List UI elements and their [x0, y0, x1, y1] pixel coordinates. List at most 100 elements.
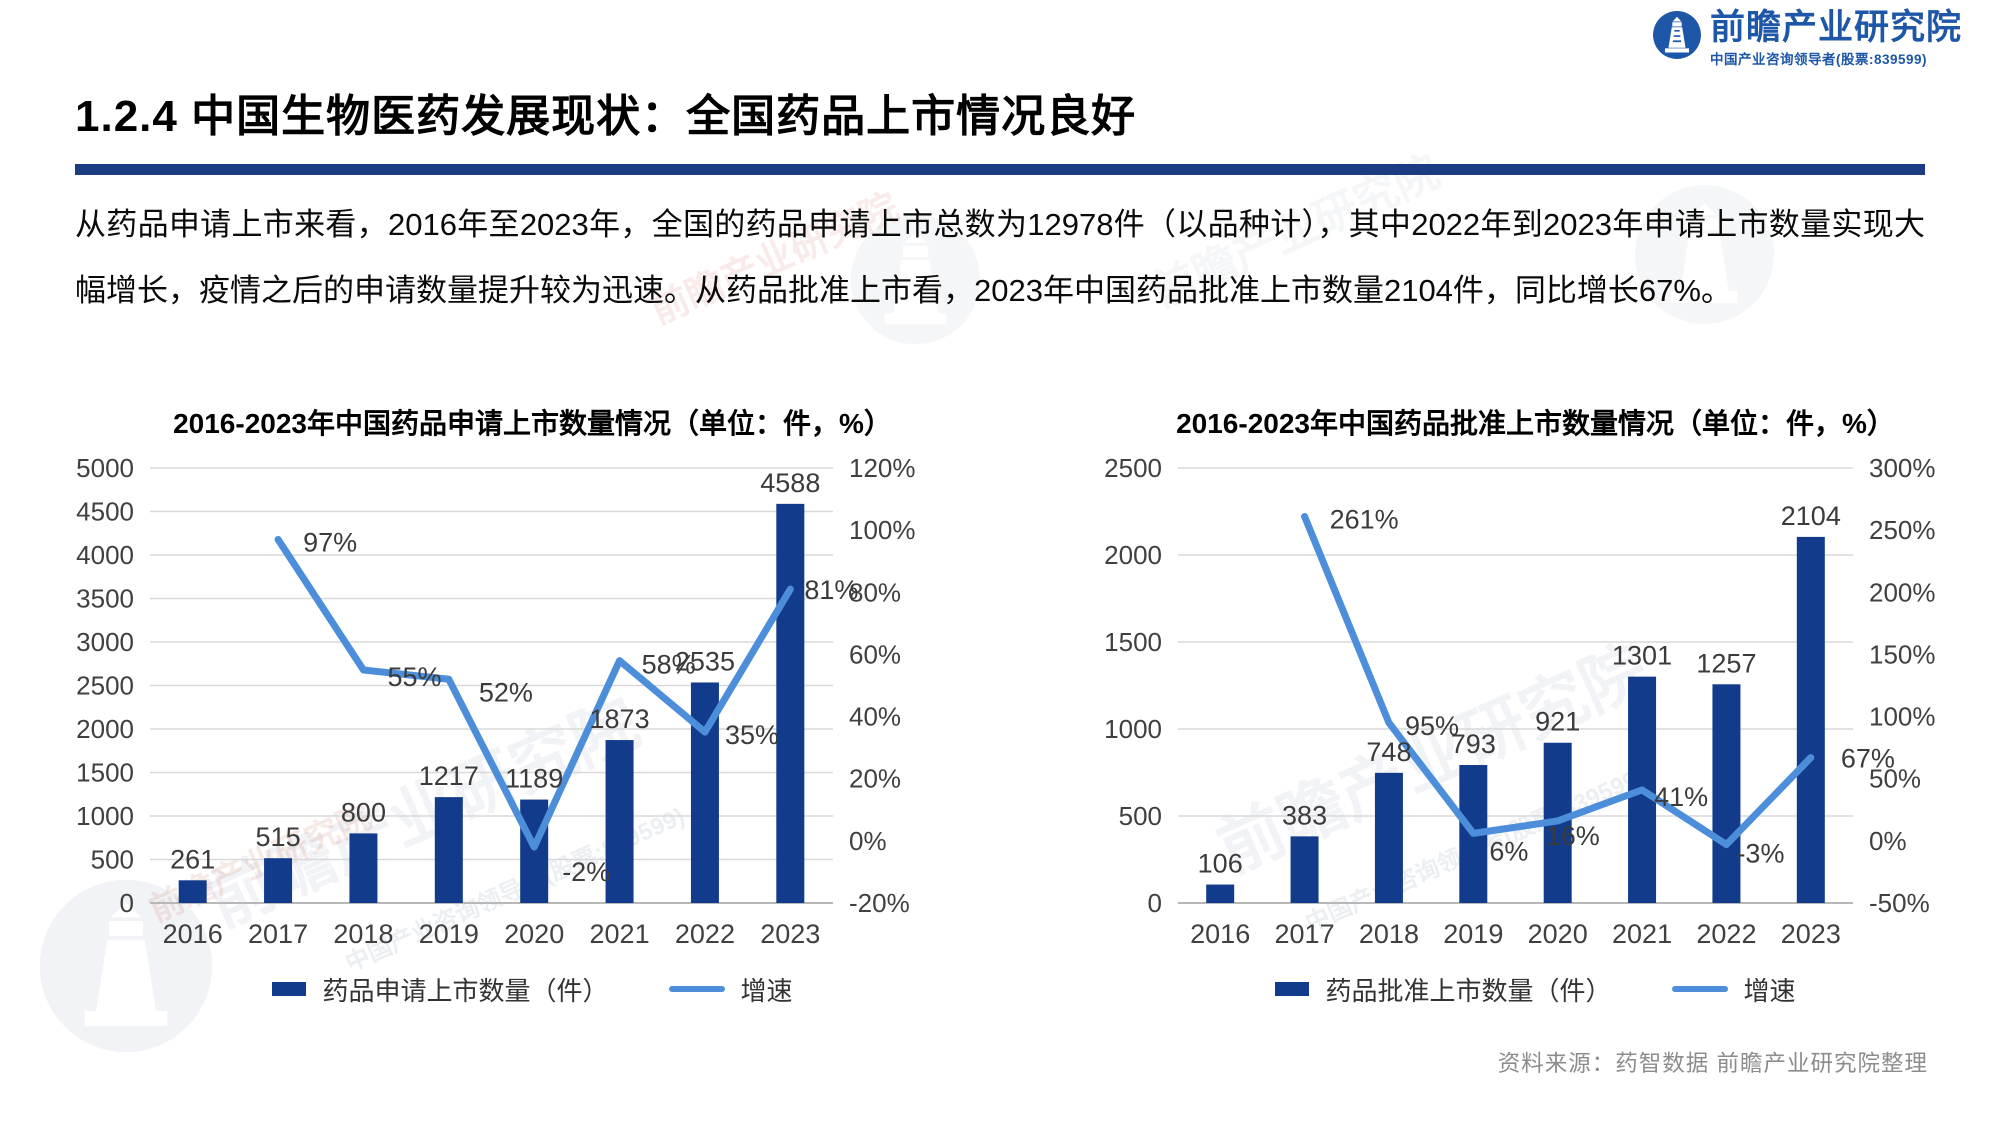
svg-text:0%: 0%	[849, 826, 887, 856]
svg-text:2020: 2020	[504, 919, 564, 949]
svg-text:5000: 5000	[76, 453, 134, 483]
svg-text:1000: 1000	[76, 801, 134, 831]
svg-text:95%: 95%	[1405, 711, 1459, 741]
svg-text:150%: 150%	[1869, 639, 1936, 669]
line-legend-swatch	[1671, 986, 1728, 992]
svg-text:40%: 40%	[849, 702, 901, 732]
line-legend-label: 增速	[740, 975, 793, 1006]
svg-text:2016: 2016	[1190, 919, 1250, 949]
svg-text:2018: 2018	[333, 919, 393, 949]
svg-text:55%: 55%	[387, 662, 441, 692]
svg-text:120%: 120%	[849, 453, 916, 483]
svg-text:3000: 3000	[76, 627, 134, 657]
svg-text:-2%: -2%	[562, 857, 610, 887]
svg-text:2022: 2022	[1696, 919, 1756, 949]
svg-text:97%: 97%	[303, 527, 357, 557]
svg-text:35%: 35%	[725, 720, 779, 750]
svg-text:500: 500	[91, 845, 134, 875]
company-logo: 前瞻产业研究院 中国产业咨询领导者(股票:839599)	[1652, 10, 1962, 68]
svg-text:1000: 1000	[1104, 714, 1162, 744]
combo-chart-applications: 0 500 1000 1500 2000 2500 3000 3500 4000 4500 5000…	[76, 453, 916, 949]
svg-text:-3%: -3%	[1736, 839, 1784, 869]
svg-text:1301: 1301	[1612, 641, 1672, 671]
svg-text:67%: 67%	[1841, 744, 1895, 774]
svg-text:2500: 2500	[1104, 453, 1162, 483]
svg-text:4000: 4000	[76, 540, 134, 570]
svg-text:81%: 81%	[804, 575, 858, 605]
logo-tagline: 中国产业咨询领导者(股票:839599)	[1710, 52, 1928, 67]
lighthouse-logo-icon	[1653, 11, 1701, 59]
title-underline	[75, 164, 1925, 175]
svg-text:250%: 250%	[1869, 515, 1936, 545]
svg-text:921: 921	[1535, 707, 1580, 737]
svg-text:2500: 2500	[76, 671, 134, 701]
svg-text:800: 800	[341, 797, 386, 827]
svg-text:2019: 2019	[1443, 919, 1503, 949]
svg-text:748: 748	[1366, 737, 1411, 767]
svg-text:1257: 1257	[1696, 648, 1756, 678]
svg-text:383: 383	[1282, 800, 1327, 830]
svg-text:4500: 4500	[76, 497, 134, 527]
svg-text:515: 515	[256, 822, 301, 852]
svg-text:2017: 2017	[1275, 919, 1335, 949]
svg-text:-50%: -50%	[1869, 888, 1930, 918]
svg-text:16%: 16%	[1546, 821, 1600, 851]
page-title: 1.2.4 中国生物医药发展现状：全国药品上市情况良好	[75, 92, 1137, 141]
svg-text:2000: 2000	[76, 714, 134, 744]
svg-text:6%: 6%	[1489, 836, 1528, 866]
logo-text: 前瞻产业研究院 中国产业咨询领导者(股票:839599)	[1710, 10, 1962, 68]
bar-legend-label: 药品批准上市数量（件）	[1325, 975, 1612, 1006]
svg-text:2018: 2018	[1359, 919, 1419, 949]
combo-chart-approvals: 0 500 1000 1500 2000 2500 -50% 0% 50% 100% 150% 200…	[1104, 453, 1936, 949]
svg-text:0%: 0%	[1869, 826, 1907, 856]
svg-text:2022: 2022	[675, 919, 735, 949]
svg-text:3500: 3500	[76, 584, 134, 614]
svg-text:100%: 100%	[1869, 702, 1936, 732]
svg-text:2017: 2017	[248, 919, 308, 949]
source-note: 资料来源：药智数据 前瞻产业研究院整理	[1497, 1051, 1928, 1076]
logo-name: 前瞻产业研究院	[1710, 8, 1963, 47]
svg-text:2104: 2104	[1781, 501, 1841, 531]
svg-text:60%: 60%	[849, 639, 901, 669]
svg-text:2000: 2000	[1104, 540, 1162, 570]
svg-text:2016: 2016	[163, 919, 223, 949]
svg-text:-20%: -20%	[849, 888, 910, 918]
svg-text:52%: 52%	[479, 677, 533, 707]
svg-text:1500: 1500	[76, 758, 134, 788]
svg-text:2535: 2535	[675, 646, 735, 676]
svg-text:1500: 1500	[1104, 627, 1162, 657]
svg-text:2021: 2021	[1612, 919, 1672, 949]
svg-text:0: 0	[120, 888, 134, 918]
svg-text:1873: 1873	[590, 704, 650, 734]
svg-text:2023: 2023	[1781, 919, 1841, 949]
bar-legend-swatch	[1275, 982, 1310, 996]
bar-legend-label: 药品申请上市数量（件）	[322, 975, 609, 1006]
legend-approvals: 药品批准上市数量（件） 增速	[1078, 969, 1993, 1009]
svg-text:261: 261	[170, 844, 215, 874]
svg-text:0: 0	[1148, 888, 1162, 918]
line-legend-swatch	[668, 986, 725, 992]
svg-text:41%: 41%	[1654, 782, 1708, 812]
svg-text:58%: 58%	[642, 650, 696, 680]
svg-text:1189: 1189	[505, 764, 563, 794]
svg-text:1217: 1217	[419, 761, 479, 791]
svg-text:2023: 2023	[760, 919, 820, 949]
svg-text:100%: 100%	[849, 515, 916, 545]
svg-text:4588: 4588	[760, 468, 820, 498]
svg-text:500: 500	[1119, 801, 1162, 831]
intro-paragraph: 从药品申请上市来看，2016年至2023年，全国的药品申请上市总数为12978件…	[75, 207, 1925, 308]
svg-text:261%: 261%	[1330, 504, 1399, 534]
chart-title-applications: 2016-2023年中国药品申请上市数量情况（单位：件，%）	[173, 408, 892, 439]
svg-text:80%: 80%	[849, 577, 901, 607]
svg-text:50%: 50%	[1869, 764, 1921, 794]
svg-text:20%: 20%	[849, 764, 901, 794]
bar-legend-swatch	[272, 982, 307, 996]
chart-section-approvals: 2016-2023年中国药品批准上市数量情况（单位：件，%） 0 500 1000 1…	[1078, 404, 1993, 1009]
svg-text:200%: 200%	[1869, 577, 1936, 607]
svg-text:2019: 2019	[419, 919, 479, 949]
svg-text:2020: 2020	[1528, 919, 1588, 949]
legend-applications: 药品申请上市数量（件） 增速	[60, 969, 1005, 1009]
svg-text:793: 793	[1451, 729, 1496, 759]
line-legend-label: 增速	[1743, 975, 1796, 1006]
